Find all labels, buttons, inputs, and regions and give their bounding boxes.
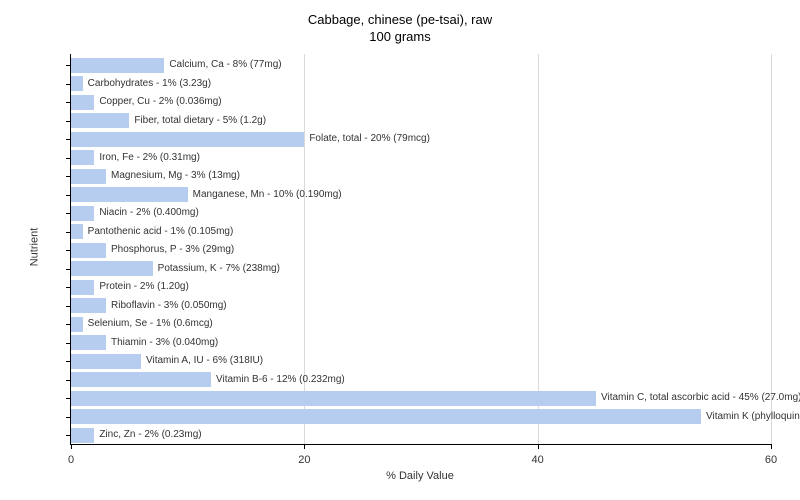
nutrient-label: Carbohydrates - 1% (3.23g) — [88, 78, 211, 89]
y-axis-label: Nutrient — [28, 228, 40, 267]
y-tick — [66, 158, 71, 159]
y-tick — [66, 65, 71, 66]
chart-container: Cabbage, chinese (pe-tsai), raw 100 gram… — [0, 0, 800, 500]
nutrient-label: Niacin - 2% (0.400mg) — [99, 207, 198, 218]
nutrient-label: Vitamin B-6 - 12% (0.232mg) — [216, 374, 345, 385]
nutrient-label: Thiamin - 3% (0.040mg) — [111, 337, 218, 348]
y-tick — [66, 213, 71, 214]
nutrient-bar — [71, 206, 94, 221]
y-tick — [66, 84, 71, 85]
y-tick — [66, 121, 71, 122]
y-tick — [66, 269, 71, 270]
nutrient-bar — [71, 261, 153, 276]
gridline — [304, 54, 305, 444]
x-tick-label: 40 — [532, 454, 544, 466]
nutrient-label: Phosphorus, P - 3% (29mg) — [111, 244, 234, 255]
gridline — [538, 54, 539, 444]
nutrient-label: Protein - 2% (1.20g) — [99, 281, 189, 292]
nutrient-label: Selenium, Se - 1% (0.6mcg) — [88, 318, 213, 329]
x-tick — [304, 444, 305, 449]
y-tick — [66, 287, 71, 288]
nutrient-bar — [71, 317, 83, 332]
nutrient-bar — [71, 113, 129, 128]
nutrient-bar — [71, 243, 106, 258]
nutrient-bar — [71, 132, 304, 147]
nutrient-bar — [71, 169, 106, 184]
y-tick — [66, 250, 71, 251]
y-tick — [66, 195, 71, 196]
nutrient-label: Vitamin A, IU - 6% (318IU) — [146, 355, 263, 366]
nutrient-label: Copper, Cu - 2% (0.036mg) — [99, 96, 221, 107]
nutrient-label: Zinc, Zn - 2% (0.23mg) — [99, 429, 201, 440]
y-tick — [66, 102, 71, 103]
nutrient-label: Folate, total - 20% (79mcg) — [309, 133, 430, 144]
nutrient-label: Magnesium, Mg - 3% (13mg) — [111, 170, 240, 181]
y-tick — [66, 306, 71, 307]
y-tick — [66, 324, 71, 325]
nutrient-bar — [71, 95, 94, 110]
nutrient-label: Potassium, K - 7% (238mg) — [158, 263, 280, 274]
nutrient-label: Iron, Fe - 2% (0.31mg) — [99, 152, 200, 163]
nutrient-bar — [71, 354, 141, 369]
nutrient-label: Vitamin K (phylloquinone) - 54% (42.9mcg… — [706, 411, 800, 422]
x-axis-label: % Daily Value — [70, 470, 770, 482]
nutrient-bar — [71, 187, 188, 202]
y-tick — [66, 417, 71, 418]
y-tick — [66, 139, 71, 140]
nutrient-bar — [71, 391, 596, 406]
nutrient-bar — [71, 428, 94, 443]
nutrient-bar — [71, 58, 164, 73]
nutrient-bar — [71, 298, 106, 313]
x-tick — [538, 444, 539, 449]
x-tick-label: 0 — [68, 454, 74, 466]
nutrient-bar — [71, 280, 94, 295]
nutrient-label: Manganese, Mn - 10% (0.190mg) — [193, 189, 342, 200]
nutrient-bar — [71, 409, 701, 424]
x-tick — [771, 444, 772, 449]
nutrient-label: Riboflavin - 3% (0.050mg) — [111, 300, 227, 311]
nutrient-bar — [71, 150, 94, 165]
gridline — [771, 54, 772, 444]
nutrient-bar — [71, 335, 106, 350]
chart-title-line1: Cabbage, chinese (pe-tsai), raw — [0, 12, 800, 29]
x-tick-label: 20 — [298, 454, 310, 466]
y-tick — [66, 232, 71, 233]
y-tick — [66, 361, 71, 362]
y-tick — [66, 435, 71, 436]
nutrient-label: Vitamin C, total ascorbic acid - 45% (27… — [601, 392, 800, 403]
chart-title: Cabbage, chinese (pe-tsai), raw 100 gram… — [0, 12, 800, 46]
chart-title-line2: 100 grams — [0, 29, 800, 46]
y-tick — [66, 343, 71, 344]
nutrient-bar — [71, 224, 83, 239]
nutrient-label: Fiber, total dietary - 5% (1.2g) — [134, 115, 266, 126]
nutrient-label: Pantothenic acid - 1% (0.105mg) — [88, 226, 234, 237]
x-tick — [71, 444, 72, 449]
y-tick — [66, 380, 71, 381]
y-tick — [66, 176, 71, 177]
nutrient-bar — [71, 372, 211, 387]
y-tick — [66, 398, 71, 399]
x-tick-label: 60 — [765, 454, 777, 466]
plot-area: 0204060Calcium, Ca - 8% (77mg)Carbohydra… — [70, 54, 771, 445]
nutrient-bar — [71, 76, 83, 91]
nutrient-label: Calcium, Ca - 8% (77mg) — [169, 59, 281, 70]
